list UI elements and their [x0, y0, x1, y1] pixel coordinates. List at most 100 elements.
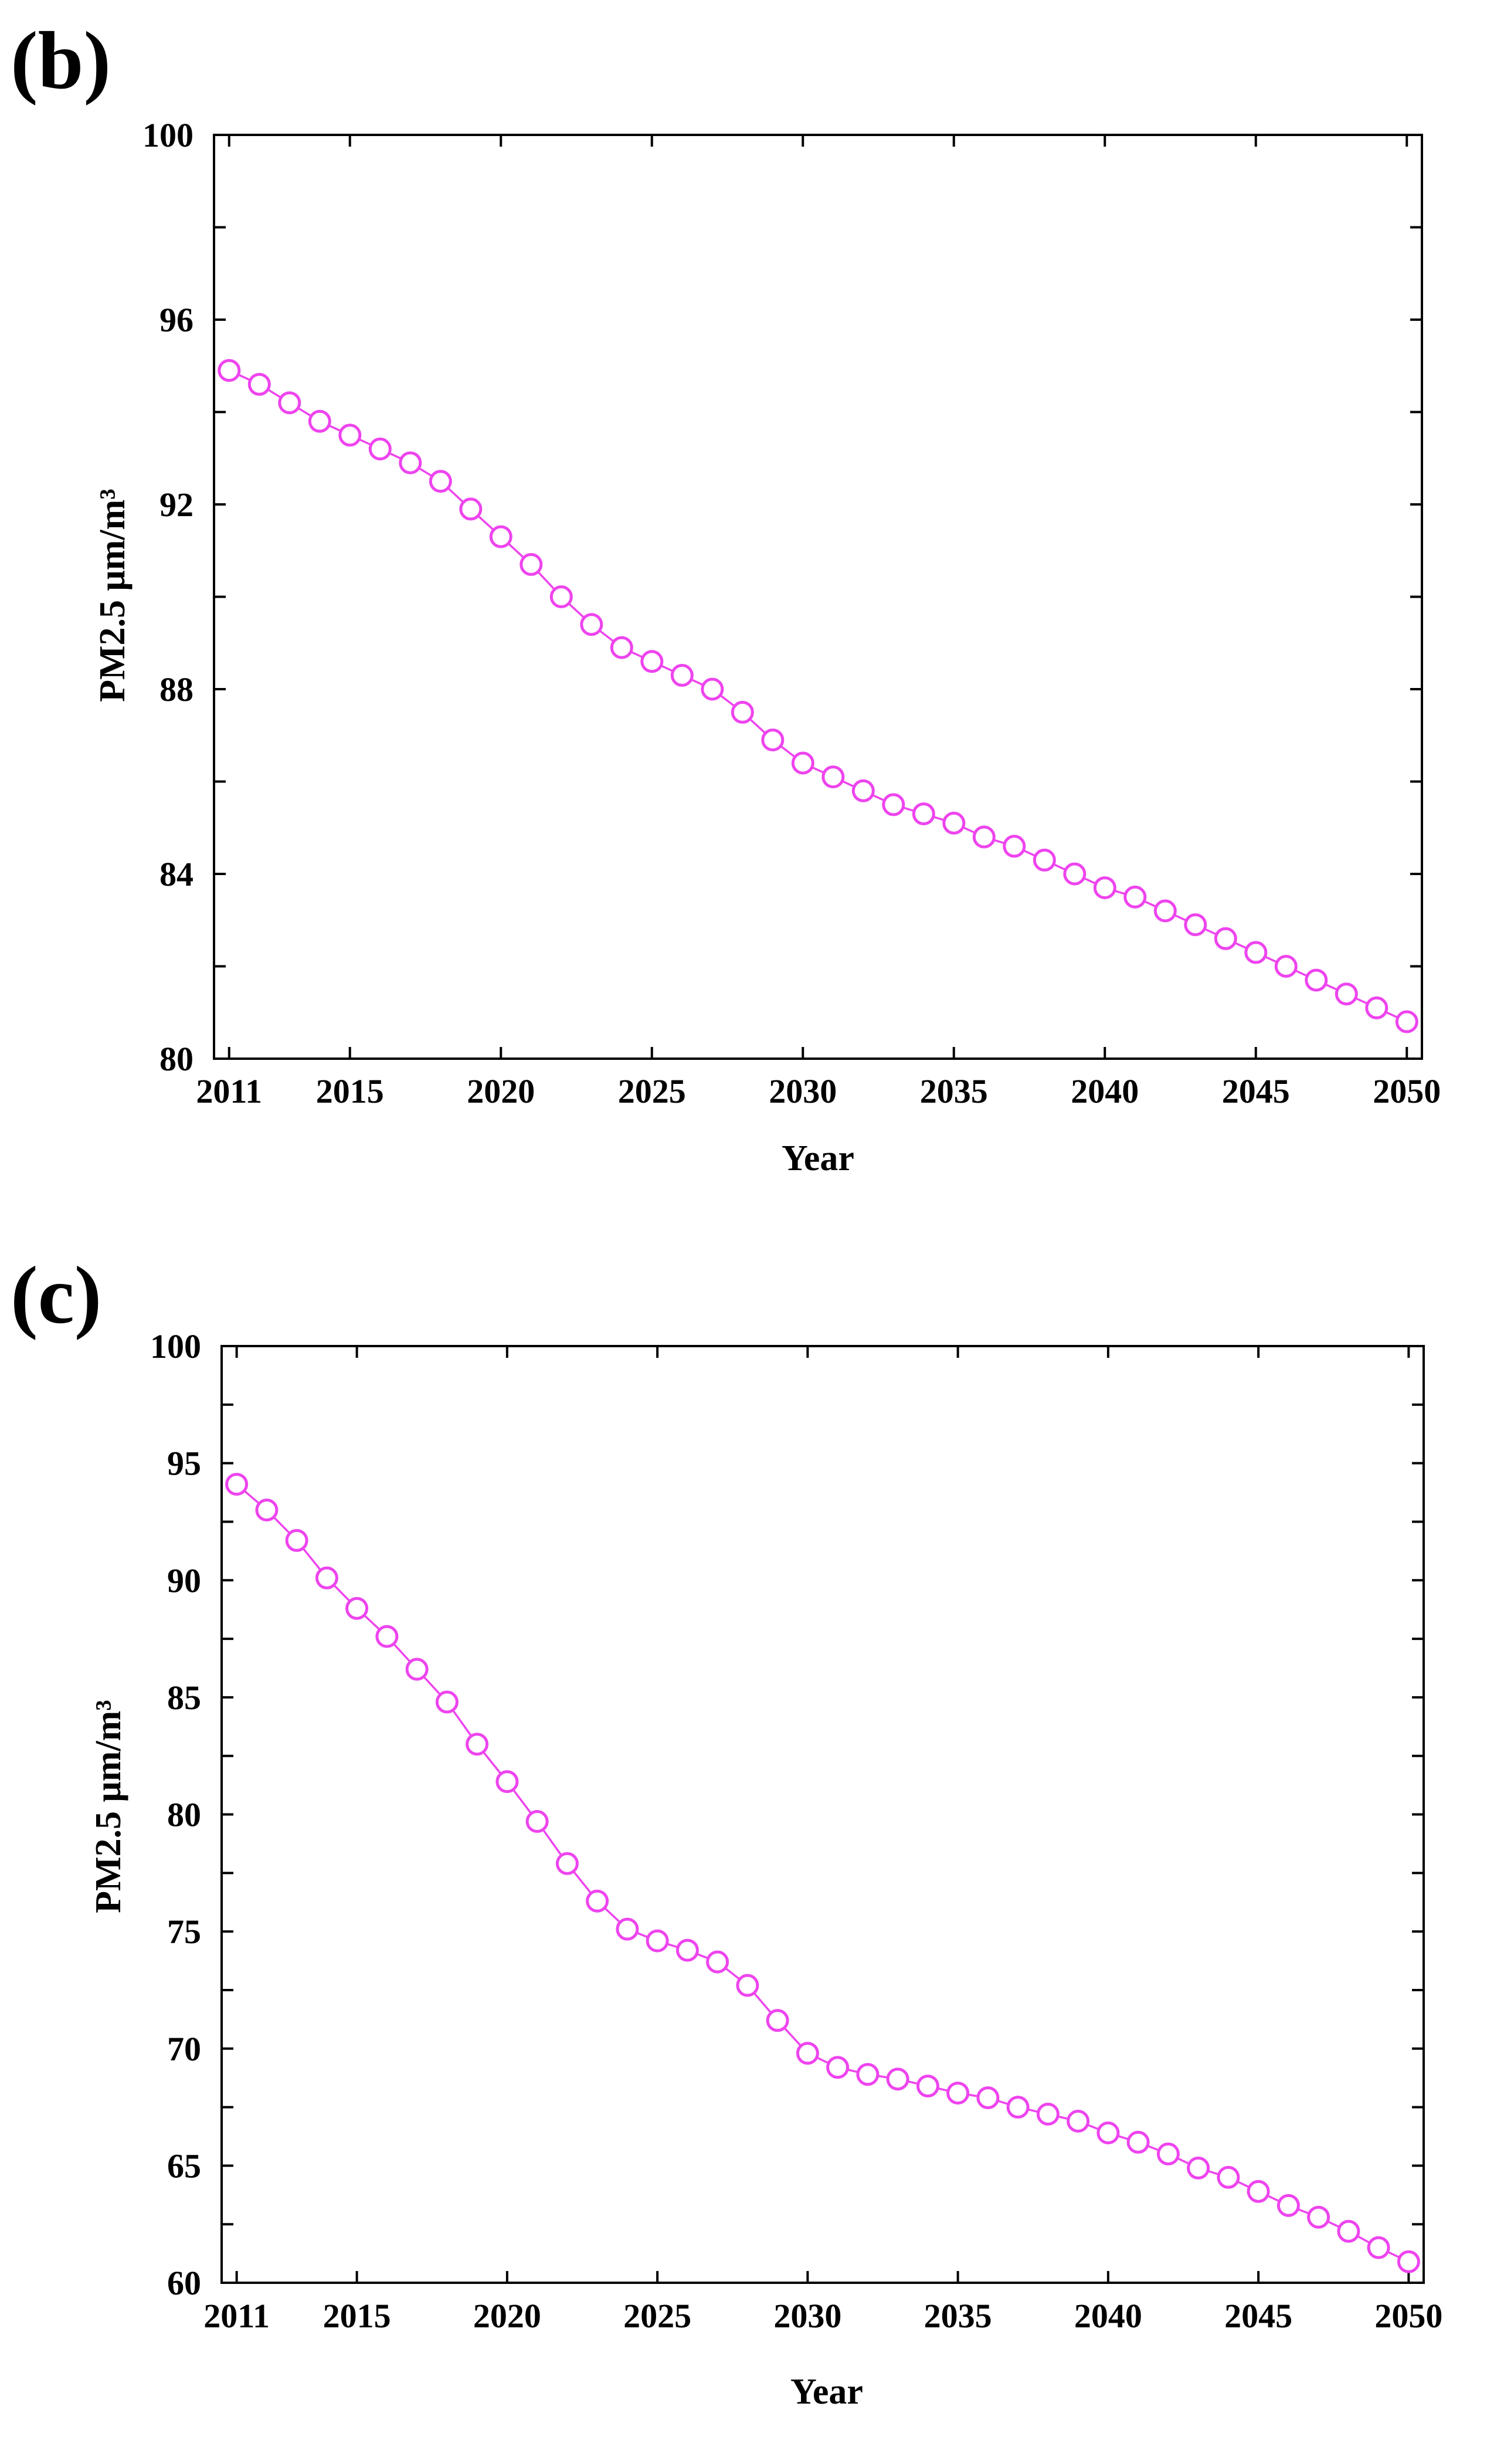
data-point-b-2027 [701, 677, 724, 701]
data-point-c-2015 [345, 1597, 369, 1620]
data-point-b-2023 [580, 613, 603, 636]
data-series-c [225, 1473, 1420, 2273]
data-point-c-2019 [466, 1733, 489, 1756]
y-tick-label-c: 75 [167, 1913, 201, 1951]
y-tick-label-c: 80 [167, 1796, 201, 1834]
data-point-b-2028 [731, 700, 754, 724]
data-point-c-2028 [736, 1974, 759, 1997]
axis-ticks-b [214, 134, 1422, 1060]
data-point-c-2011 [225, 1473, 249, 1496]
x-tick-labels-b: 2011 2015 2020 2025 2030 2035 2040 2045 2050 [196, 1072, 1441, 1110]
data-point-c-2049 [1367, 2236, 1390, 2259]
x-tick-label-c: 2011 [203, 2297, 270, 2335]
x-axis-label-b: Year [782, 1138, 854, 1178]
data-point-b-2033 [882, 793, 905, 816]
y-axis-label-b: PM2.5 μm/m³ [93, 489, 133, 702]
x-tick-label-c: 2015 [323, 2297, 391, 2335]
data-series-b [218, 359, 1418, 1033]
data-point-c-2037 [1006, 2096, 1030, 2119]
data-point-b-2031 [821, 765, 845, 789]
x-tick-label-b: 2015 [316, 1072, 384, 1110]
data-point-c-2047 [1307, 2205, 1330, 2229]
data-point-c-2046 [1276, 2194, 1300, 2217]
x-tick-label-c: 2050 [1374, 2297, 1442, 2335]
data-point-c-2030 [796, 2042, 819, 2065]
data-point-b-2015 [338, 423, 362, 447]
data-point-b-2047 [1305, 968, 1328, 992]
data-point-b-2048 [1335, 982, 1358, 1006]
data-point-b-2040 [1093, 876, 1116, 900]
x-tick-label-c: 2030 [773, 2297, 841, 2335]
x-tick-labels-c: 2011 2015 2020 2025 2030 2035 2040 2045 2050 [203, 2297, 1442, 2335]
data-point-b-2022 [549, 585, 573, 608]
x-tick-label-b: 2011 [196, 1072, 262, 1110]
data-point-c-2034 [916, 2075, 939, 2098]
data-point-c-2013 [285, 1528, 308, 1552]
axis-ticks-c [222, 1345, 1424, 2284]
y-tick-label-c: 95 [167, 1445, 201, 1483]
data-point-c-2035 [946, 2082, 970, 2105]
y-tick-label-b: 100 [142, 116, 193, 154]
data-point-b-2013 [278, 391, 301, 415]
data-point-b-2024 [610, 636, 633, 659]
data-point-c-2045 [1247, 2180, 1270, 2203]
data-point-b-2035 [942, 811, 966, 835]
data-point-b-2050 [1395, 1010, 1418, 1033]
data-point-c-2031 [826, 2056, 850, 2079]
plot-area-b [213, 134, 1423, 1060]
data-point-b-2029 [761, 728, 785, 752]
data-point-b-2030 [791, 751, 814, 775]
data-point-b-2026 [670, 663, 694, 687]
data-point-c-2039 [1067, 2110, 1090, 2133]
data-point-c-2036 [976, 2086, 1000, 2110]
x-tick-label-b: 2040 [1071, 1072, 1139, 1110]
y-tick-label-b: 88 [159, 670, 193, 709]
data-point-c-2017 [405, 1658, 429, 1681]
x-axis-label-c: Year [790, 2372, 863, 2412]
data-point-c-2029 [766, 2009, 789, 2032]
data-point-c-2033 [886, 2068, 909, 2091]
y-tick-label-c: 60 [167, 2264, 201, 2302]
data-point-b-2020 [489, 525, 512, 548]
y-tick-label-c: 70 [167, 2030, 201, 2068]
data-point-b-2025 [640, 650, 664, 673]
data-point-b-2042 [1153, 899, 1177, 923]
y-tick-label-b: 84 [159, 855, 193, 893]
x-tick-label-c: 2035 [924, 2297, 992, 2335]
data-point-c-2012 [255, 1499, 279, 1521]
data-point-b-2034 [912, 802, 935, 826]
y-axis-label-c: PM2.5 μm/m³ [89, 1700, 128, 1913]
x-tick-label-c: 2045 [1224, 2297, 1292, 2335]
data-point-c-2024 [616, 1917, 639, 1941]
data-point-b-2011 [218, 359, 241, 382]
data-point-b-2019 [459, 497, 483, 521]
data-point-c-2018 [435, 1690, 459, 1714]
data-point-c-2027 [706, 1950, 729, 1974]
data-point-c-2041 [1126, 2130, 1150, 2154]
data-point-b-2032 [851, 779, 875, 802]
data-point-b-2038 [1033, 848, 1056, 872]
data-point-c-2020 [495, 1770, 519, 1794]
y-tick-labels-b: 80 84 88 92 96 100 [142, 116, 193, 1078]
chart-panel-b: (b) 2011 2015 2020 2025 2030 2035 2040 2045 2050… [11, 15, 1441, 1178]
chart-panel-c: (c) 2011 2015 2020 2025 2030 2035 2040 2045 2050… [11, 1250, 1442, 2412]
data-point-b-2037 [1003, 835, 1026, 858]
data-point-b-2012 [247, 372, 271, 396]
data-point-c-2043 [1187, 2156, 1210, 2180]
data-point-b-2044 [1214, 927, 1237, 950]
data-point-c-2026 [675, 1938, 699, 1962]
x-tick-label-b: 2035 [920, 1072, 988, 1110]
data-point-b-2046 [1274, 955, 1298, 978]
plot-area-c [220, 1345, 1425, 2284]
data-point-b-2036 [972, 825, 996, 849]
data-point-b-2045 [1244, 941, 1268, 964]
x-tick-label-c: 2025 [623, 2297, 691, 2335]
data-point-c-2040 [1096, 2121, 1120, 2144]
x-tick-label-b: 2030 [769, 1072, 837, 1110]
data-point-b-2049 [1365, 996, 1388, 1019]
data-point-c-2032 [856, 2063, 880, 2086]
y-tick-label-c: 90 [167, 1561, 201, 1599]
data-point-c-2048 [1337, 2219, 1360, 2243]
series-line-c [236, 1483, 1410, 2263]
